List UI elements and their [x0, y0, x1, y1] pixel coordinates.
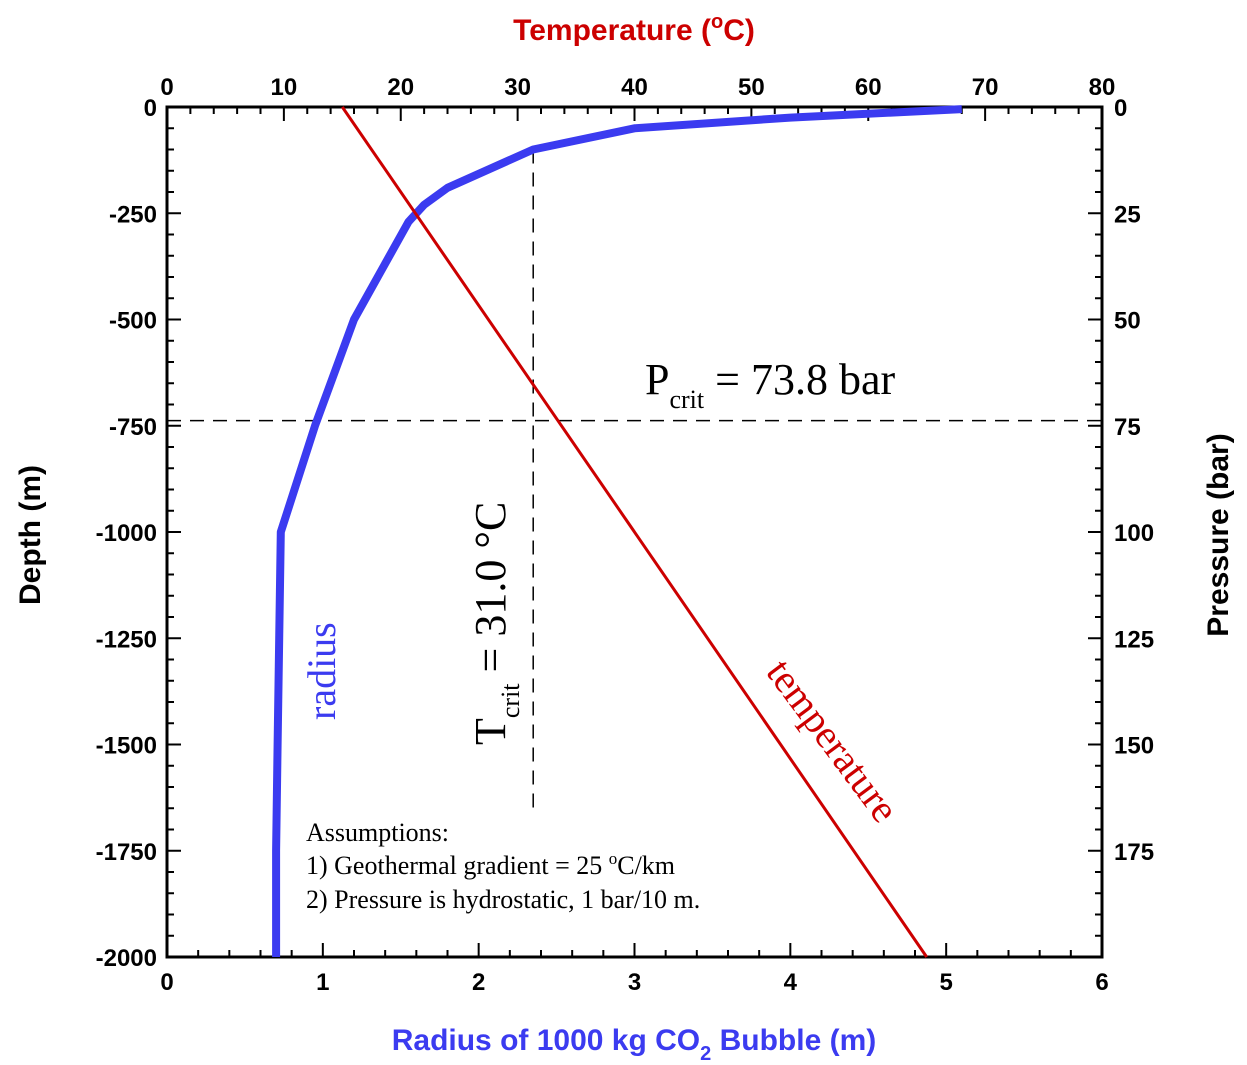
- left-tick-label: -2000: [96, 945, 157, 972]
- temperature-series-label: temperature: [758, 650, 908, 830]
- assumptions-line2: 2) Pressure is hydrostatic, 1 bar/10 m.: [306, 885, 700, 914]
- tcrit-label: Tcrit = 31.0 °C: [466, 502, 525, 745]
- top-tick-label: 20: [387, 74, 414, 101]
- assumptions-line1-sup: o: [609, 849, 618, 868]
- tcrit-tail: = 31.0 °C: [466, 502, 515, 684]
- top-axis-title-text: Temperature (: [513, 14, 711, 47]
- bottom-tick-label: 0: [160, 969, 173, 996]
- pcrit-label: Pcrit = 73.8 bar: [645, 355, 895, 414]
- top-tick-label: 10: [271, 74, 298, 101]
- top-tick-label: 0: [160, 74, 173, 101]
- bottom-tick-label: 6: [1095, 969, 1108, 996]
- right-axis-title: Pressure (bar): [1202, 433, 1235, 636]
- tcrit-main: T: [466, 718, 515, 745]
- top-tick-label: 60: [855, 74, 882, 101]
- reference-lines: [167, 149, 1102, 809]
- left-tick-label: -250: [109, 201, 157, 228]
- left-tick-label: -750: [109, 414, 157, 441]
- tcrit-sub: crit: [496, 683, 525, 718]
- right-tick-label: 100: [1114, 520, 1154, 547]
- left-tick-label: -1000: [96, 520, 157, 547]
- right-tick-label: 25: [1114, 201, 1141, 228]
- tick-labels: 0 1 2 3 4 5 60 10 20 30 40 50 60 70 800-250-500-750-10…: [96, 74, 1154, 996]
- series: [272, 105, 962, 958]
- ticks: [166, 106, 1103, 958]
- left-tick-label: -1500: [96, 733, 157, 760]
- bottom-tick-label: 2: [472, 969, 485, 996]
- right-tick-label: 175: [1114, 839, 1154, 866]
- top-axis-title: Temperature (oC): [513, 11, 755, 47]
- temperature-series-line: [341, 106, 928, 958]
- top-tick-label: 30: [504, 74, 531, 101]
- assumptions-line1: 1) Geothermal gradient = 25 oC/km: [306, 849, 675, 880]
- bottom-axis-title-text: Radius of 1000 kg CO: [392, 1024, 700, 1057]
- radius-series-label: radius: [299, 622, 344, 720]
- top-tick-label: 50: [738, 74, 765, 101]
- bottom-axis-title: Radius of 1000 kg CO2 Bubble (m): [392, 1024, 877, 1065]
- pcrit-tail: = 73.8 bar: [704, 355, 895, 404]
- bottom-axis-title-sub: 2: [700, 1043, 711, 1065]
- top-tick-label: 40: [621, 74, 648, 101]
- left-tick-label: -1750: [96, 839, 157, 866]
- bottom-tick-label: 1: [316, 969, 329, 996]
- radius-series-line: [272, 105, 962, 957]
- right-tick-label: 75: [1114, 414, 1141, 441]
- right-tick-label: 50: [1114, 308, 1141, 335]
- top-tick-label: 80: [1089, 74, 1116, 101]
- bottom-tick-label: 4: [784, 969, 798, 996]
- bottom-axis-title-tail: Bubble (m): [711, 1024, 876, 1057]
- right-tick-label: 0: [1114, 95, 1127, 122]
- pcrit-main: P: [645, 355, 669, 404]
- left-tick-label: -500: [109, 308, 157, 335]
- left-tick-label: -1250: [96, 626, 157, 653]
- right-tick-label: 125: [1114, 626, 1154, 653]
- bottom-tick-label: 3: [628, 969, 641, 996]
- assumptions-line1-a: 1) Geothermal gradient = 25: [306, 851, 609, 880]
- left-axis-title: Depth (m): [14, 465, 47, 605]
- left-tick-label: 0: [144, 95, 157, 122]
- assumptions-heading: Assumptions:: [306, 818, 449, 847]
- right-tick-label: 150: [1114, 733, 1154, 760]
- top-axis-title-sup: o: [711, 11, 723, 33]
- top-axis-title-tail: C): [723, 14, 755, 47]
- assumptions-line1-b: C/km: [617, 851, 675, 880]
- bottom-tick-label: 5: [939, 969, 952, 996]
- top-tick-label: 70: [972, 74, 999, 101]
- pcrit-sub: crit: [669, 385, 704, 414]
